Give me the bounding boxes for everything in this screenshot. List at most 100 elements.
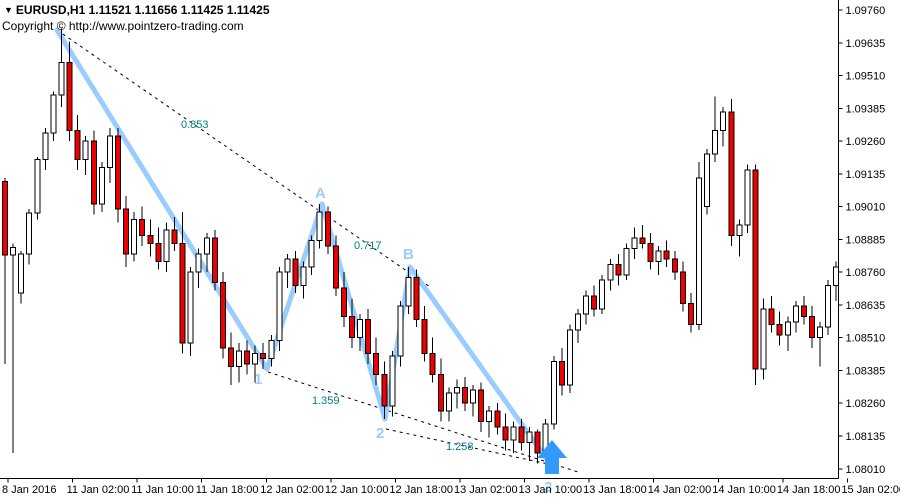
candlestick xyxy=(98,166,105,205)
candlestick xyxy=(687,303,694,326)
symbol-timeframe: EURUSD,H1 xyxy=(15,3,86,17)
candlestick xyxy=(236,350,243,368)
time-axis-label: 11 Jan 18:00 xyxy=(196,484,259,496)
candlestick xyxy=(760,308,767,370)
candlestick xyxy=(607,263,614,281)
candlestick xyxy=(566,329,573,386)
candlestick xyxy=(470,389,477,404)
candlestick xyxy=(679,271,686,305)
time-axis-label: 8 Jan 2016 xyxy=(2,484,56,496)
candlestick xyxy=(712,130,719,155)
price-axis-label: 1.09010 xyxy=(846,202,886,214)
price-axis-label: 1.09385 xyxy=(846,103,886,115)
candlestick xyxy=(800,305,807,318)
retracement-ratio-label: 0.853 xyxy=(181,119,209,131)
candlestick xyxy=(316,211,323,242)
candlestick xyxy=(18,253,25,294)
candlestick xyxy=(106,135,113,168)
candlestick xyxy=(66,61,73,132)
time-axis-label: 14 Jan 10:00 xyxy=(712,484,776,496)
candlestick xyxy=(663,250,670,260)
retracement-ratio-label: 1.359 xyxy=(312,395,340,407)
time-axis-label: 15 Jan 02:00 xyxy=(841,484,900,496)
candlestick xyxy=(324,211,331,247)
candlestick xyxy=(50,94,57,134)
candlestick xyxy=(187,271,194,344)
candlestick xyxy=(2,181,8,256)
candlestick xyxy=(558,360,565,386)
candlestick xyxy=(704,153,711,208)
time-axis-label: 14 Jan 02:00 xyxy=(648,484,712,496)
candlestick xyxy=(437,373,444,412)
candlestick xyxy=(260,352,267,360)
candlestick xyxy=(340,287,347,318)
candlestick xyxy=(292,258,299,286)
candlestick xyxy=(42,132,49,160)
ohlc-readout: 1.11521 1.11656 1.11425 1.11425 xyxy=(88,3,270,17)
candlestick xyxy=(510,426,517,441)
candlestick xyxy=(550,360,557,425)
candlestick xyxy=(413,276,420,320)
time-axis-label: 13 Jan 10:00 xyxy=(519,484,583,496)
candlestick xyxy=(526,431,533,444)
candlestick xyxy=(599,279,606,310)
pattern-point-label: 2 xyxy=(376,425,384,442)
pattern-point-label: 1 xyxy=(254,371,262,388)
price-axis-label: 1.09510 xyxy=(846,71,886,83)
candlestick xyxy=(736,224,743,236)
candlestick xyxy=(615,263,622,276)
candlestick xyxy=(58,61,65,96)
candlestick xyxy=(502,426,509,441)
candlestick xyxy=(349,316,356,339)
candlestick xyxy=(74,130,81,160)
time-axis-label: 11 Jan 02:00 xyxy=(67,484,130,496)
candlestick xyxy=(26,212,33,255)
zigzag-pattern-line xyxy=(54,27,551,464)
price-axis-label: 1.08760 xyxy=(846,267,886,279)
candlestick xyxy=(809,316,815,339)
candlestick xyxy=(833,266,840,286)
candlestick xyxy=(155,242,162,263)
price-axis-label: 1.08635 xyxy=(846,300,886,312)
candlestick xyxy=(139,219,146,236)
candlestick xyxy=(147,234,154,244)
candlestick xyxy=(478,389,485,423)
price-axis-label: 1.08260 xyxy=(846,398,886,410)
candlestick xyxy=(114,135,121,210)
time-axis-label: 13 Jan 02:00 xyxy=(454,484,518,496)
symbol-dropdown-icon[interactable]: ▼ xyxy=(4,5,13,15)
candlestick xyxy=(252,352,259,365)
candlestick xyxy=(179,242,186,344)
dashed-trendline xyxy=(267,371,579,473)
candlestick xyxy=(131,219,138,255)
time-axis-label: 14 Jan 18:00 xyxy=(777,484,841,496)
time-axis-label: 12 Jan 18:00 xyxy=(389,484,453,496)
candlestick xyxy=(623,248,630,276)
candlestick xyxy=(244,350,251,365)
price-axis-label: 1.08510 xyxy=(846,333,886,345)
candlestick xyxy=(752,169,759,370)
candlestick xyxy=(123,208,130,255)
candlestick xyxy=(494,410,501,428)
candlestick xyxy=(381,373,388,407)
price-axis-label: 1.09760 xyxy=(846,5,886,17)
pattern-point-label: A xyxy=(315,185,326,202)
candlestick xyxy=(720,111,727,132)
candlestick xyxy=(655,250,662,263)
pattern-point-label: 3 xyxy=(544,479,552,496)
candlestick xyxy=(405,276,412,307)
candlestick xyxy=(421,318,428,354)
candlestick xyxy=(90,140,97,205)
time-axis-label: 13 Jan 18:00 xyxy=(583,484,647,496)
candlestick xyxy=(486,410,493,423)
candlestick xyxy=(784,321,791,336)
candlestick xyxy=(276,271,283,341)
copyright-line: Copyright © http://www.pointzero-trading… xyxy=(2,19,244,33)
chart-header: ▼ EURUSD,H1 1.11521 1.11656 1.11425 1.114… xyxy=(4,3,270,17)
candlestick xyxy=(429,352,436,375)
candlestick xyxy=(284,258,291,273)
candlestick xyxy=(171,229,178,244)
time-axis-label: 12 Jan 10:00 xyxy=(325,484,389,496)
